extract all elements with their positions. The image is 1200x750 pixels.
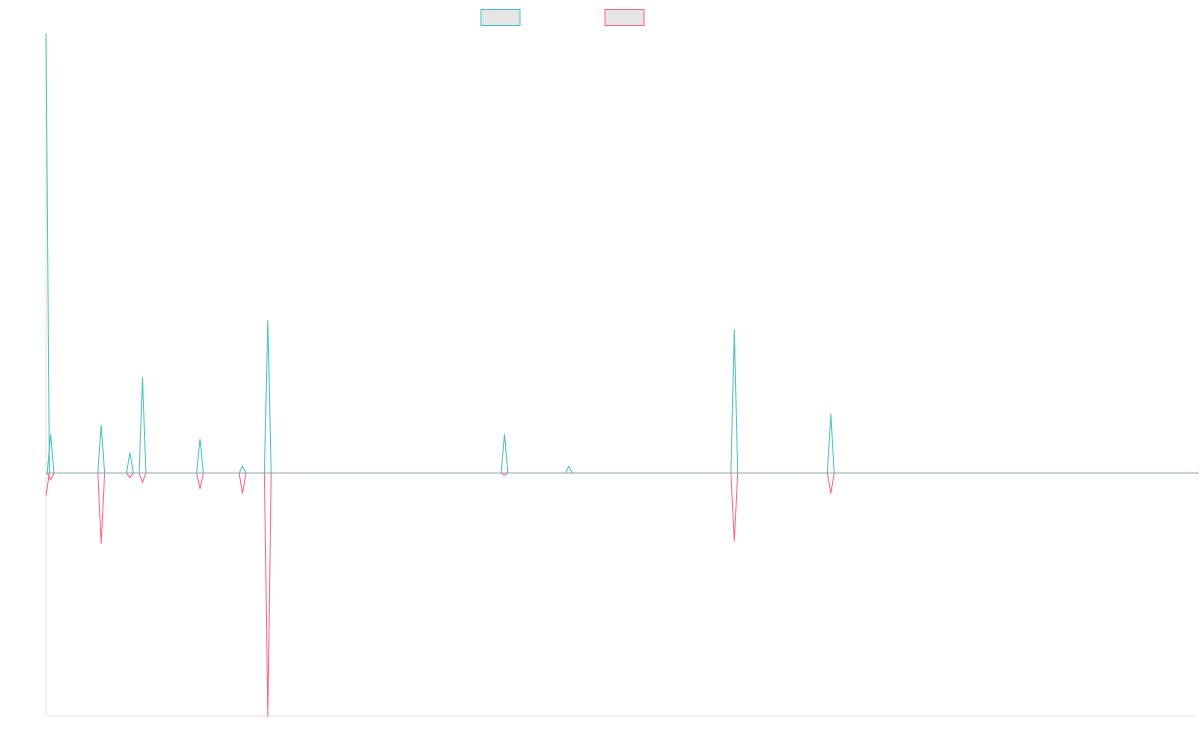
- legend: [480, 9, 645, 26]
- series-2-point-6: [238, 472, 247, 494]
- series-1-point-4: [138, 377, 147, 474]
- series-2-point-9: [500, 472, 509, 476]
- series-1-point-5: [196, 438, 204, 474]
- series-1: [45, 33, 1199, 474]
- series-1-point-0: [45, 33, 50, 474]
- series-1-point-10: [564, 465, 573, 474]
- series-1-point-11: [730, 329, 739, 474]
- series-1-point-1: [46, 434, 55, 474]
- series-1-point-7: [263, 320, 272, 474]
- series-2: [45, 472, 1199, 717]
- series-2-point-11: [730, 472, 739, 542]
- series-1-point-6: [238, 465, 247, 474]
- series-1-point-2: [97, 425, 106, 474]
- series-2-point-2: [97, 472, 106, 544]
- legend-swatch-1[interactable]: [480, 9, 521, 26]
- series-1-point-9: [500, 434, 509, 474]
- series-2-point-4: [138, 472, 147, 484]
- series-2-point-12: [826, 472, 835, 494]
- series-2-point-1: [46, 472, 55, 481]
- series-2-point-7: [263, 472, 272, 717]
- series-2-point-5: [196, 472, 204, 490]
- series-1-point-3: [126, 452, 134, 474]
- series-layer: [45, 33, 1199, 717]
- series-2-point-3: [126, 472, 134, 479]
- legend-swatch-2[interactable]: [604, 9, 645, 26]
- series-1-point-12: [826, 413, 835, 474]
